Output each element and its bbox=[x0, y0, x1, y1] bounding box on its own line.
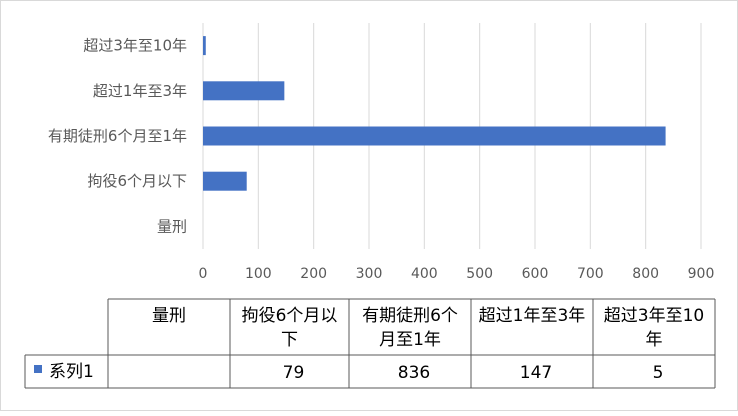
x-tick-label: 700 bbox=[577, 266, 604, 282]
bar bbox=[203, 36, 206, 56]
x-tick-label: 400 bbox=[411, 266, 438, 282]
bar bbox=[203, 81, 285, 101]
x-tick-label: 600 bbox=[522, 266, 549, 282]
bar bbox=[203, 126, 666, 146]
bar bbox=[203, 171, 247, 191]
table-header-cell: 有期徒刑6个月至1年 bbox=[362, 306, 458, 350]
x-tick-label: 500 bbox=[466, 266, 493, 282]
y-tick-label: 超过3年至10年 bbox=[83, 37, 187, 55]
legend-key bbox=[34, 365, 42, 373]
y-tick-label: 量刑 bbox=[157, 217, 187, 235]
table-header-cell: 拘役6个月以下 bbox=[242, 306, 338, 350]
y-tick-label: 拘役6个月以下 bbox=[87, 172, 187, 190]
table-value-cell: 79 bbox=[283, 363, 305, 383]
value-axis-labels: 0 100 200 300 400 500 600 700 800 900 bbox=[199, 266, 715, 282]
table-value-cell: 147 bbox=[520, 363, 552, 383]
x-tick-label: 100 bbox=[245, 266, 272, 282]
x-tick-label: 900 bbox=[688, 266, 715, 282]
table-header-cell: 量刑 bbox=[152, 306, 186, 326]
x-tick-label: 200 bbox=[300, 266, 327, 282]
table-value-cell: 5 bbox=[653, 363, 664, 383]
table-header-cell: 超过3年至10 年 bbox=[604, 306, 704, 350]
table-value-cell: 836 bbox=[398, 363, 430, 383]
y-tick-label: 超过1年至3年 bbox=[93, 82, 187, 100]
category-axis-labels: 量刑 拘役6个月以下 有期徒刑6个月至1年 超过1年至3年 超过3年至10年 bbox=[48, 37, 187, 236]
series-name: 系列1 bbox=[49, 362, 94, 382]
x-tick-label: 800 bbox=[632, 266, 659, 282]
bars bbox=[203, 36, 666, 191]
table-header-cell: 超过1年至3年 bbox=[479, 306, 586, 326]
x-tick-label: 0 bbox=[199, 266, 208, 282]
x-tick-label: 300 bbox=[356, 266, 383, 282]
y-tick-label: 有期徒刑6个月至1年 bbox=[48, 127, 187, 145]
